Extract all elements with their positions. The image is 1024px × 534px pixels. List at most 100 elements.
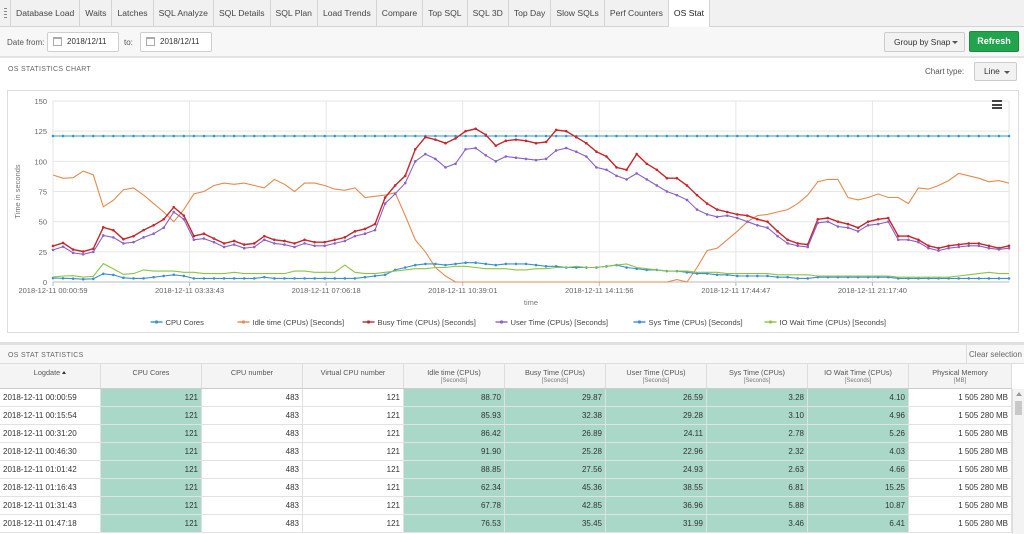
data-point <box>303 242 306 245</box>
tab-latches[interactable]: Latches <box>112 0 154 26</box>
data-point <box>343 134 347 138</box>
table-cell: 483 <box>202 407 303 424</box>
table-header-row: Logdate CPU Cores CPU number Virtual CPU nu… <box>0 364 1012 389</box>
menu-grip-icon[interactable] <box>0 0 11 26</box>
table-cell: 24.11 <box>606 425 707 442</box>
data-point <box>846 134 850 138</box>
data-point <box>746 274 749 278</box>
tab-perf-counters[interactable]: Perf Counters <box>605 0 669 26</box>
tab-sql-plan[interactable]: SQL Plan <box>271 0 318 26</box>
data-point <box>1007 244 1011 248</box>
table-cell: 4.10 <box>808 389 909 406</box>
table-row[interactable]: 2018-12-11 01:47:18 121 483 121 76.53 35.45 31… <box>0 515 1012 533</box>
tab-top-day[interactable]: Top Day <box>509 0 552 26</box>
tab-sql-analyze[interactable]: SQL Analyze <box>154 0 214 26</box>
date-from-input[interactable]: 2018/12/11 <box>47 32 119 52</box>
column-header-idle-time-cpus[interactable]: Idle time (CPUs) [Seconds] <box>404 364 505 388</box>
clear-selection-button[interactable]: Clear selection <box>966 345 1024 364</box>
table-row[interactable]: 2018-12-11 00:46:30 121 483 121 91.90 25.28 22… <box>0 443 1012 461</box>
data-point <box>162 226 165 229</box>
data-point <box>142 228 145 232</box>
data-point <box>625 178 628 181</box>
data-point <box>353 230 357 233</box>
tab-compare[interactable]: Compare <box>377 0 424 26</box>
data-point <box>776 134 779 138</box>
data-point <box>61 241 65 245</box>
data-point <box>997 134 1001 138</box>
data-point <box>454 137 457 140</box>
table-cell: 483 <box>202 515 303 532</box>
data-point <box>977 242 981 245</box>
table-row[interactable]: 2018-12-11 00:31:20 121 483 121 86.42 26.89 24… <box>0 425 1012 443</box>
column-header-cpu-cores[interactable]: CPU Cores <box>101 364 202 388</box>
tab-sql-details[interactable]: SQL Details <box>214 0 271 26</box>
scroll-thumb[interactable] <box>1015 401 1022 415</box>
chart-type-dropdown[interactable]: Line <box>974 62 1017 81</box>
data-point <box>585 155 588 158</box>
column-header-label: Logdate <box>33 368 61 377</box>
column-header-logdate[interactable]: Logdate <box>0 364 101 388</box>
chart-menu-icon[interactable] <box>992 100 1002 109</box>
table-row[interactable]: 2018-12-11 00:15:54 121 483 121 85.93 32.38 29… <box>0 407 1012 425</box>
tab-slow-sqls[interactable]: Slow SQLs <box>551 0 605 26</box>
table-cell: 121 <box>303 425 404 442</box>
data-point <box>957 243 960 246</box>
data-point <box>756 134 759 138</box>
tab-waits[interactable]: Waits <box>80 0 113 26</box>
table-cell: 3.28 <box>707 389 808 406</box>
column-header-cpu-number[interactable]: CPU number <box>202 364 303 388</box>
data-point <box>1007 277 1011 280</box>
tab-sql-3d[interactable]: SQL 3D <box>468 0 509 26</box>
data-point <box>514 156 518 160</box>
tab-top-sql[interactable]: Top SQL <box>423 0 468 26</box>
data-point <box>474 146 477 150</box>
data-point <box>413 134 417 138</box>
chart-section-title: OS STATISTICS CHART <box>8 66 92 73</box>
data-point <box>725 210 729 214</box>
data-point <box>313 244 316 248</box>
table-row[interactable]: 2018-12-11 01:16:43 121 483 121 62.34 45.36 38… <box>0 479 1012 497</box>
column-header-user-time-cpus[interactable]: User Time (CPUs) [Seconds] <box>606 364 707 388</box>
data-point <box>675 176 679 180</box>
top-tab-bar: Database Load Waits Latches SQL Analyze SQL … <box>0 0 1024 27</box>
data-point <box>434 138 437 141</box>
data-point <box>534 158 538 162</box>
table-cell: 121 <box>303 497 404 514</box>
data-point <box>373 228 377 232</box>
scroll-up-icon[interactable] <box>1016 392 1022 396</box>
table-cell: 1 505 280 MB <box>909 407 1012 424</box>
data-point <box>786 134 789 138</box>
table-row[interactable]: 2018-12-11 01:31:43 121 483 121 67.78 42.85 36… <box>0 497 1012 515</box>
table-row[interactable]: 2018-12-11 01:01:42 121 483 121 88.85 27.56 24… <box>0 461 1012 479</box>
data-point <box>927 244 930 248</box>
data-point <box>846 226 850 229</box>
table-cell: 22.96 <box>606 443 707 460</box>
table-row[interactable]: 2018-12-11 00:00:59 121 483 121 88.70 29.87 26… <box>0 389 1012 407</box>
tab-load-trends[interactable]: Load Trends <box>318 0 377 26</box>
legend-item: Sys Time (CPUs) [Seconds] <box>649 318 743 327</box>
data-point <box>524 157 528 161</box>
refresh-button[interactable]: Refresh <box>969 31 1019 52</box>
column-unit: [Seconds] <box>642 378 670 384</box>
tab-database-load[interactable]: Database Load <box>11 0 81 26</box>
x-tick-label: 2018-12-11 17:44:47 <box>701 286 770 295</box>
column-header-io-wait-time-cpus[interactable]: IO Wait Time (CPUs) [Seconds] <box>808 364 909 388</box>
data-point <box>786 242 789 245</box>
table-cell: 38.55 <box>606 479 707 496</box>
data-point <box>665 190 669 193</box>
tab-os-stat[interactable]: OS Stat <box>668 0 710 27</box>
data-point <box>524 134 528 138</box>
data-point <box>112 273 115 277</box>
group-by-dropdown[interactable]: Group by Snap <box>884 32 965 52</box>
date-to-input[interactable]: 2018/12/11 <box>140 32 212 52</box>
table-cell: 85.93 <box>404 407 505 424</box>
column-header-physical-memory[interactable]: Physical Memory [MB] <box>909 364 1012 388</box>
table-scrollbar[interactable] <box>1012 389 1024 534</box>
data-point <box>494 134 498 138</box>
data-point <box>595 166 598 169</box>
data-point <box>816 134 820 138</box>
column-header-virtual-cpu-number[interactable]: Virtual CPU number <box>303 364 404 388</box>
column-header-busy-time-cpus[interactable]: Busy Time (CPUs) [Seconds] <box>505 364 606 388</box>
table-cell: 1 505 280 MB <box>909 389 1012 406</box>
column-header-sys-time-cpus[interactable]: Sys Time (CPUs) [Seconds] <box>707 364 808 388</box>
